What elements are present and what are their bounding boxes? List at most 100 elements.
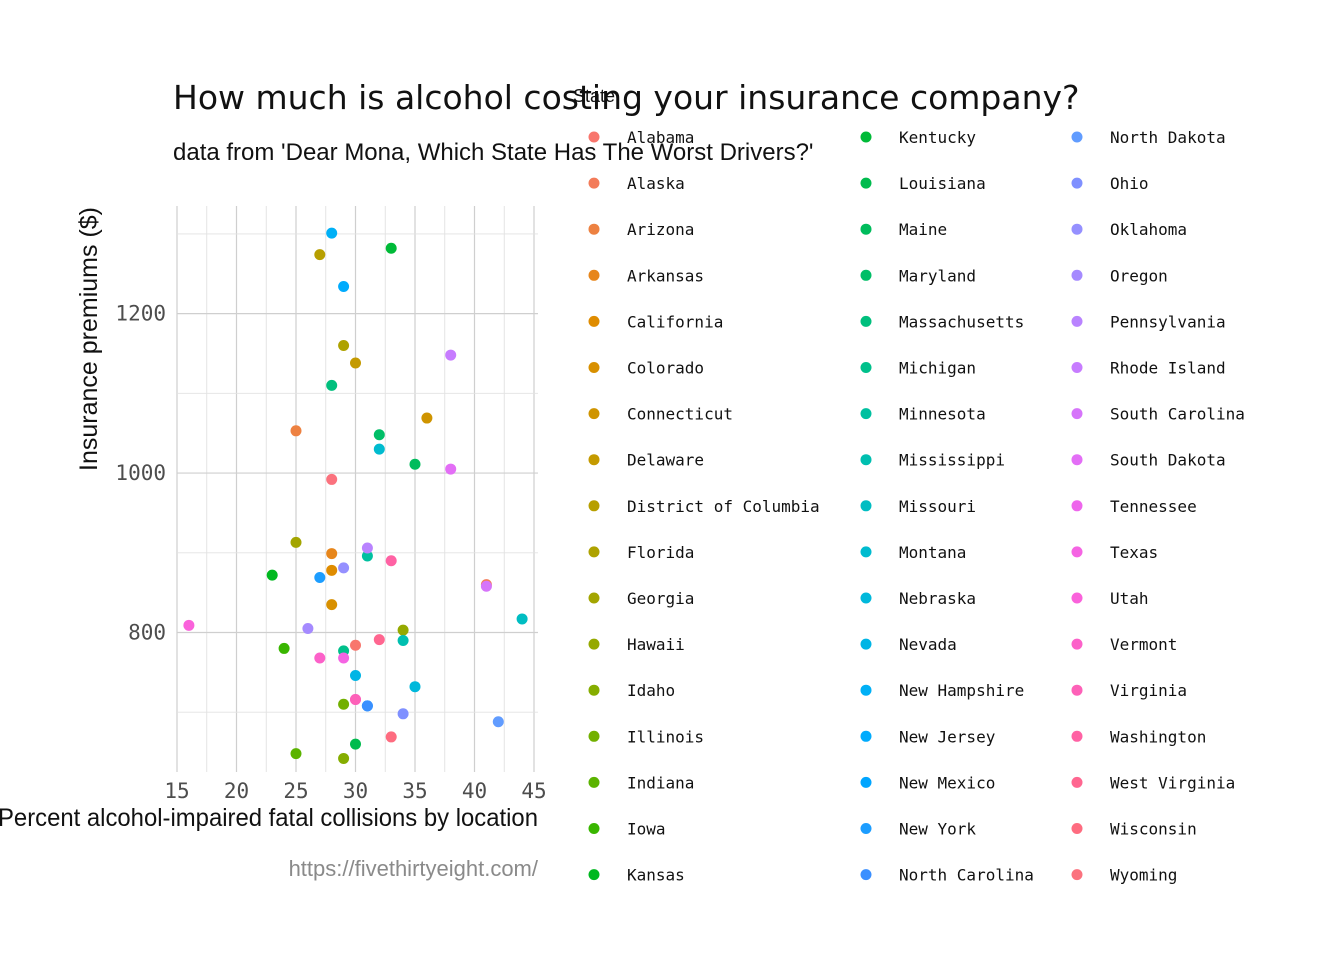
x-tick-label: 35 bbox=[402, 779, 427, 803]
legend-key bbox=[588, 546, 600, 558]
data-point bbox=[516, 613, 528, 625]
data-point bbox=[480, 580, 492, 592]
legend-item: Nebraska bbox=[860, 589, 976, 608]
data-point bbox=[492, 716, 504, 728]
legend-label: Ohio bbox=[1110, 174, 1149, 193]
legend-key bbox=[588, 408, 600, 420]
legend-key bbox=[860, 776, 872, 788]
legend-item: Wyoming bbox=[1071, 866, 1177, 885]
legend-label: Louisiana bbox=[899, 174, 986, 193]
legend-key bbox=[1071, 546, 1083, 558]
legend-label: Oregon bbox=[1110, 266, 1168, 285]
chart-title: How much is alcohol costing your insuran… bbox=[173, 78, 1080, 117]
legend-item: Wisconsin bbox=[1071, 820, 1197, 839]
legend-label: Arkansas bbox=[627, 266, 704, 285]
legend-label: Florida bbox=[627, 543, 694, 562]
legend-item: Arkansas bbox=[588, 266, 704, 285]
chart-subtitle: data from 'Dear Mona, Which State Has Th… bbox=[173, 139, 814, 166]
legend-label: Nevada bbox=[899, 635, 957, 654]
data-point bbox=[183, 619, 195, 631]
data-point bbox=[314, 249, 326, 261]
data-point bbox=[326, 379, 338, 391]
legend-label: Arizona bbox=[627, 220, 694, 239]
legend-label: New Mexico bbox=[899, 773, 995, 792]
legend-item: New Hampshire bbox=[860, 681, 1024, 700]
legend-key bbox=[588, 362, 600, 373]
legend-item: Hawaii bbox=[588, 635, 685, 654]
data-point bbox=[397, 634, 409, 646]
data-point bbox=[290, 748, 302, 760]
legend-item: Indiana bbox=[588, 773, 694, 792]
legend-key bbox=[860, 408, 872, 420]
legend-key bbox=[588, 177, 600, 189]
legend-label: District of Columbia bbox=[627, 497, 820, 516]
data-point bbox=[278, 642, 290, 654]
legend-item: Connecticut bbox=[588, 405, 733, 424]
legend: State Alabama Alaska Arizona Arkansas Califo… bbox=[573, 86, 1245, 885]
x-tick-label: 40 bbox=[462, 779, 487, 803]
legend-key bbox=[588, 684, 600, 696]
legend-label: Colorado bbox=[627, 359, 704, 378]
legend-item: New Jersey bbox=[860, 727, 996, 746]
data-point bbox=[338, 698, 350, 710]
legend-item: Oregon bbox=[1071, 266, 1168, 285]
data-point bbox=[445, 349, 457, 361]
legend-key bbox=[1071, 500, 1083, 512]
legend-key bbox=[1071, 684, 1083, 696]
legend-item: Kentucky bbox=[860, 128, 976, 147]
legend-key bbox=[860, 454, 872, 466]
legend-item: Ohio bbox=[1071, 174, 1149, 193]
legend-label: Washington bbox=[1110, 727, 1206, 746]
legend-key bbox=[860, 362, 872, 373]
legend-item: Iowa bbox=[588, 820, 666, 839]
legend-key bbox=[1071, 223, 1083, 235]
legend-key bbox=[588, 776, 600, 788]
legend-key bbox=[860, 546, 872, 558]
legend-item: Delaware bbox=[588, 451, 704, 470]
data-point bbox=[350, 738, 361, 750]
legend-item: Tennessee bbox=[1071, 497, 1197, 516]
x-tick-label: 30 bbox=[343, 779, 368, 803]
legend-label: Mississippi bbox=[899, 451, 1005, 470]
data-point bbox=[314, 652, 326, 664]
data-point bbox=[350, 670, 361, 682]
legend-key bbox=[860, 500, 872, 512]
data-point bbox=[338, 562, 350, 574]
data-points bbox=[183, 227, 528, 764]
data-point bbox=[361, 550, 373, 562]
data-point bbox=[350, 357, 361, 369]
legend-key bbox=[1071, 776, 1083, 788]
legend-key bbox=[1071, 730, 1083, 742]
legend-item: Louisiana bbox=[860, 174, 986, 193]
data-point bbox=[409, 681, 421, 693]
legend-key bbox=[1071, 454, 1083, 466]
data-point bbox=[361, 542, 373, 554]
legend-label: Alaska bbox=[627, 174, 685, 193]
legend-key bbox=[588, 454, 600, 466]
legend-item: South Carolina bbox=[1071, 405, 1245, 424]
legend-title: State bbox=[573, 86, 615, 106]
legend-key bbox=[860, 684, 872, 696]
legend-key bbox=[588, 592, 600, 604]
legend-label: Michigan bbox=[899, 359, 976, 378]
legend-label: South Carolina bbox=[1110, 405, 1245, 424]
data-point bbox=[290, 536, 302, 548]
legend-item: Vermont bbox=[1071, 635, 1177, 654]
legend-item: Nevada bbox=[860, 635, 957, 654]
legend-label: South Dakota bbox=[1110, 451, 1226, 470]
legend-key bbox=[1071, 177, 1083, 189]
legend-label: Indiana bbox=[627, 773, 694, 792]
legend-key bbox=[588, 131, 600, 143]
legend-item: South Dakota bbox=[1071, 451, 1226, 470]
legend-label: Minnesota bbox=[899, 405, 986, 424]
y-axis-title: Insurance premiums ($) bbox=[75, 207, 103, 471]
legend-item: Utah bbox=[1071, 589, 1149, 608]
legend-key bbox=[1071, 131, 1083, 143]
legend-key bbox=[1071, 869, 1083, 881]
x-tick-label: 45 bbox=[521, 779, 546, 803]
legend-key bbox=[1071, 408, 1083, 420]
legend-item: District of Columbia bbox=[588, 497, 820, 516]
legend-label: Rhode Island bbox=[1110, 359, 1226, 378]
legend-item: Rhode Island bbox=[1071, 359, 1226, 378]
grid-lines bbox=[176, 206, 538, 772]
